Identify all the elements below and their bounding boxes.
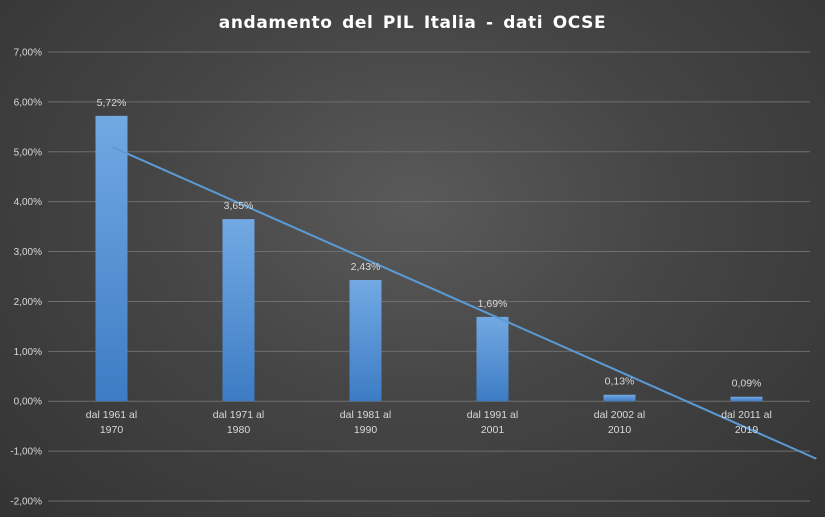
bar bbox=[603, 394, 636, 402]
trendline-layer bbox=[111, 145, 817, 460]
data-label: 2,43% bbox=[351, 261, 381, 273]
y-tick-label: 1,00% bbox=[14, 347, 42, 358]
bar bbox=[349, 279, 382, 402]
y-tick-label: 4,00% bbox=[14, 197, 42, 208]
x-category-label: dal 2011 al 2019 bbox=[721, 409, 772, 436]
x-axis-category-labels: dal 1961 al 1970 dal 1971 al 1980 dal 1981 a… bbox=[86, 409, 772, 436]
bar bbox=[476, 316, 509, 402]
y-tick-label: 0,00% bbox=[14, 397, 42, 408]
trendline bbox=[111, 145, 817, 460]
data-label: 3,65% bbox=[224, 200, 254, 212]
x-category-label: dal 1961 al 1970 bbox=[86, 409, 137, 436]
bar bbox=[730, 396, 763, 402]
data-labels: 5,72% 3,65% 2,43% 1,69% 0,13% 0,09% bbox=[97, 97, 762, 390]
bars bbox=[95, 115, 763, 402]
bar bbox=[95, 115, 128, 402]
x-category-label: dal 1971 al 1980 bbox=[213, 409, 264, 436]
data-label: 5,72% bbox=[97, 97, 127, 109]
x-category-label: dal 2002 al 2010 bbox=[594, 409, 645, 436]
y-tick-label: 3,00% bbox=[14, 247, 42, 258]
y-tick-label: 7,00% bbox=[14, 48, 42, 59]
gridlines bbox=[48, 51, 810, 502]
chart-title: andamento del PIL Italia - dati OCSE bbox=[218, 13, 607, 33]
x-category-label: dal 1981 al 1990 bbox=[340, 409, 391, 436]
y-tick-label: 6,00% bbox=[14, 97, 42, 108]
y-tick-label: -1,00% bbox=[10, 447, 42, 458]
data-label: 0,13% bbox=[605, 376, 635, 388]
data-label: 1,69% bbox=[478, 298, 508, 310]
data-label: 0,09% bbox=[732, 378, 762, 390]
y-tick-label: -2,00% bbox=[10, 497, 42, 508]
x-category-label: dal 1991 al 2001 bbox=[467, 409, 518, 436]
y-tick-label: 5,00% bbox=[14, 147, 42, 158]
y-axis-tick-labels: 7,00% 6,00% 5,00% 4,00% 3,00% 2,00% 1,00% 0,00%… bbox=[10, 48, 42, 508]
y-tick-label: 2,00% bbox=[14, 297, 42, 308]
bar bbox=[222, 219, 255, 402]
